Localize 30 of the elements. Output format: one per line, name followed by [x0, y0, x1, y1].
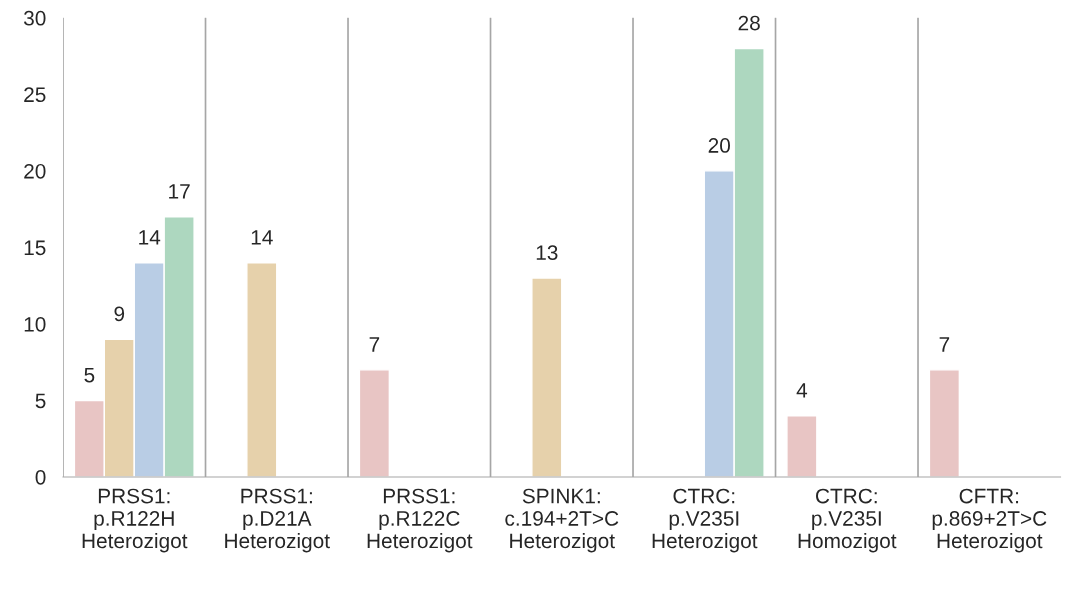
bar — [358, 369, 391, 477]
data-label: 28 — [738, 15, 760, 31]
data-label: 14 — [251, 230, 273, 245]
x-tick-label: CTRC: p.V235I Heterozigot — [652, 488, 758, 553]
data-label: 5 — [84, 367, 95, 383]
x-tick-label: PRSS1: p.R122H Heterozigot — [82, 488, 188, 553]
x-tick-label: PRSS1: p.D21A Heterozigot — [225, 488, 330, 553]
data-label: 20 — [708, 138, 731, 153]
bar — [786, 415, 818, 477]
x-tick-label: CFTR: p.869+2T>C Heterozigot — [932, 488, 1047, 553]
bar — [928, 369, 961, 477]
y-tick-label: 25 — [24, 87, 46, 103]
x-tick-label: CTRC: p.V235I Homozigot — [798, 488, 897, 553]
data-label: 13 — [536, 245, 558, 261]
bar — [531, 277, 563, 477]
x-tick-label: SPINK1: c.194+2T>C Heterozigot — [505, 488, 619, 553]
y-tick-label: 0 — [35, 469, 46, 485]
data-label: 7 — [369, 337, 380, 352]
data-label: 17 — [169, 184, 190, 199]
data-label: 4 — [796, 383, 808, 398]
y-tick-label: 30 — [23, 10, 46, 26]
data-label: 14 — [139, 230, 161, 245]
data-label: 9 — [114, 306, 125, 322]
x-tick-label: PRSS1: p.R122C Heterozigot — [367, 488, 473, 553]
y-tick-label: 5 — [35, 393, 46, 409]
y-tick-label: 15 — [24, 240, 46, 256]
bar — [246, 262, 278, 477]
y-tick-label: 10 — [24, 316, 46, 332]
y-tick-label: 20 — [24, 163, 46, 179]
data-label: 7 — [939, 337, 950, 352]
